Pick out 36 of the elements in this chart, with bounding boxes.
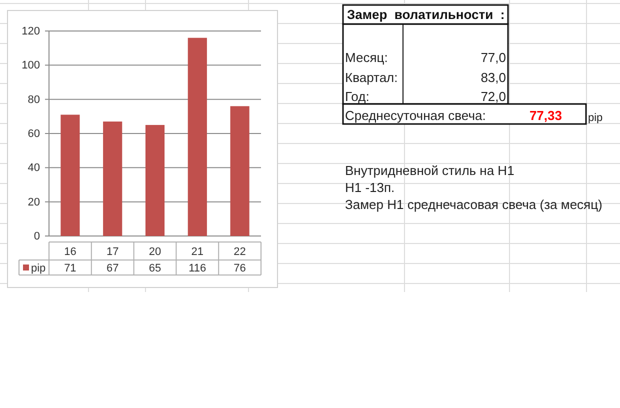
text: Замер волатильности : [347, 7, 505, 22]
y-tick-label: 40 [28, 162, 40, 174]
text: Квартал: [345, 70, 398, 85]
data-label: 65 [148, 262, 162, 274]
y-tick-label: 60 [28, 128, 40, 140]
bar [230, 106, 250, 236]
text: H1 -13п. [345, 180, 395, 195]
bar [60, 114, 80, 236]
bar [145, 124, 165, 236]
data-label: 76 [234, 262, 246, 274]
data-label: 116 [188, 262, 206, 274]
data-label: 71 [64, 262, 76, 274]
y-tick-label: 20 [28, 196, 40, 208]
x-tick-label: 16 [64, 246, 76, 258]
x-tick-label: 20 [148, 246, 162, 258]
x-tick-label: 21 [191, 246, 204, 258]
y-tick-label: 120 [22, 26, 40, 38]
y-tick-label: 80 [28, 94, 40, 106]
text: pip [588, 112, 603, 124]
text: 72,0 [480, 89, 506, 104]
x-tick-label: 22 [234, 246, 246, 258]
text: Внутридневной стиль на H1 [345, 163, 514, 178]
y-tick-label: 0 [34, 230, 40, 243]
text: 77,0 [480, 50, 506, 65]
bar [103, 122, 122, 236]
x-tick-label: 17 [106, 246, 119, 258]
text: Год: [345, 89, 370, 104]
text: Среднесуточная свеча: [345, 108, 486, 123]
text: Замер H1 среднечасовая свеча (за месяц) [345, 197, 602, 212]
text: 83,0 [480, 70, 506, 85]
text: Месяц: [345, 50, 388, 65]
text: 77,33 [529, 108, 562, 123]
data-label: 67 [106, 262, 119, 274]
bar [188, 38, 207, 236]
y-tick-label: 100 [22, 60, 40, 72]
legend-label: pip [31, 262, 46, 274]
